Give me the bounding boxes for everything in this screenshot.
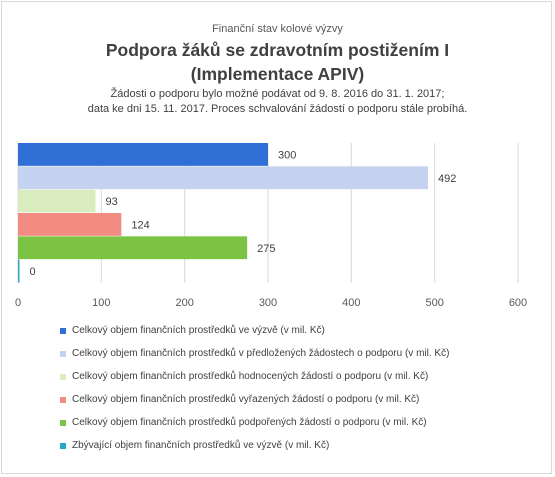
x-tick-label: 100 — [92, 297, 110, 309]
bar-value-label: 275 — [257, 243, 275, 255]
bar-value-label: 124 — [131, 219, 149, 231]
chart-subtitle-line-1: Žádosti o podporu bylo možné podávat od … — [110, 88, 445, 100]
legend-swatch — [60, 350, 66, 357]
bar-value-label: 0 — [30, 266, 36, 278]
x-tick-label: 500 — [425, 297, 443, 309]
chart-title-line-1: Podpora žáků se zdravotním postižením I — [105, 40, 450, 60]
legend-item: Celkový objem finančních prostředků v př… — [60, 342, 540, 365]
x-tick-label: 0 — [15, 297, 21, 309]
chart-subtitle-line-2: data ke dni 15. 11. 2017. Proces schvalo… — [87, 103, 468, 115]
legend-item: Celkový objem finančních prostředků hodn… — [60, 365, 540, 388]
legend-label: Celkový objem finančních prostředků v př… — [72, 348, 450, 359]
bar-value-label: 93 — [106, 196, 118, 208]
bar — [18, 143, 268, 166]
bar-value-label: 300 — [278, 149, 296, 161]
legend-swatch — [60, 419, 66, 426]
legend-label: Zbývající objem finančních prostředků ve… — [72, 440, 330, 451]
legend-swatch — [60, 327, 66, 334]
x-tick-label: 300 — [259, 297, 277, 309]
bar — [18, 166, 428, 190]
chart-subtitle: Žádosti o podporu bylo možné podávat od … — [0, 87, 555, 117]
bar-value-label: 492 — [438, 173, 456, 185]
legend-item: Celkový objem finančních prostředků podp… — [60, 411, 540, 434]
legend-swatch — [60, 373, 66, 380]
x-tick-label: 600 — [509, 297, 527, 309]
bar — [18, 259, 20, 283]
x-tick-label: 200 — [175, 297, 193, 309]
chart-legend: Celkový objem finančních prostředků ve v… — [60, 319, 540, 457]
bar-chart-plot: 0 100 200 300 400 500 600 300 492 93 124 275 0 — [15, 143, 527, 309]
bar — [18, 189, 96, 213]
legend-label: Celkový objem finančních prostředků ve v… — [72, 325, 325, 336]
legend-item: Zbývající objem finančních prostředků ve… — [60, 434, 540, 457]
x-tick-label: 400 — [342, 297, 360, 309]
legend-swatch — [60, 442, 66, 449]
legend-swatch — [60, 396, 66, 403]
chart-title: Podpora žáků se zdravotním postižením I … — [0, 38, 555, 86]
chart-supertitle: Finanční stav kolové výzvy — [212, 23, 343, 35]
legend-item: Celkový objem finančních prostředků vyřa… — [60, 388, 540, 411]
bar — [18, 213, 122, 236]
bar — [18, 236, 248, 260]
legend-item: Celkový objem finančních prostředků ve v… — [60, 319, 540, 342]
legend-label: Celkový objem finančních prostředků hodn… — [72, 371, 429, 382]
chart-title-line-2: (Implementace APIV) — [190, 64, 365, 84]
legend-label: Celkový objem finančních prostředků podp… — [72, 417, 427, 428]
legend-label: Celkový objem finančních prostředků vyřa… — [72, 394, 420, 405]
